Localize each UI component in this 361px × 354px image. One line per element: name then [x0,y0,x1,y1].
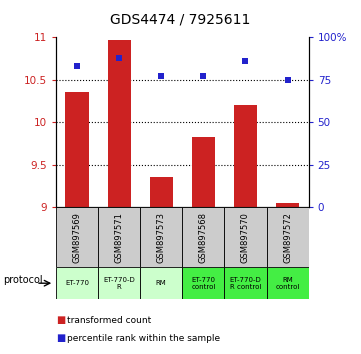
Text: RM
control: RM control [275,277,300,290]
Bar [225,267,266,299]
Text: transformed count: transformed count [67,316,151,325]
Point [200,73,206,79]
Text: ■: ■ [56,333,65,343]
Bar [182,267,225,299]
Text: ET-770
control: ET-770 control [191,277,216,290]
Bar [140,267,182,299]
Bar [266,207,309,267]
Bar [108,40,131,207]
Bar [225,207,266,267]
Text: ET-770-D
R: ET-770-D R [103,277,135,290]
Text: RM: RM [156,280,167,286]
Point [285,77,291,82]
Text: GSM897571: GSM897571 [115,212,123,263]
Bar [276,203,299,207]
Bar [182,207,225,267]
Text: GSM897568: GSM897568 [199,212,208,263]
Text: GSM897569: GSM897569 [73,212,82,263]
Point [243,58,248,64]
Bar [234,105,257,207]
Bar [98,207,140,267]
Text: ■: ■ [56,315,65,325]
Bar [266,267,309,299]
Point [158,73,164,79]
Text: percentile rank within the sample: percentile rank within the sample [67,333,220,343]
Text: ET-770: ET-770 [65,280,89,286]
Bar [192,137,215,207]
Text: GSM897573: GSM897573 [157,212,166,263]
Point [116,55,122,61]
Text: GSM897572: GSM897572 [283,212,292,263]
Text: ET-770-D
R control: ET-770-D R control [230,277,261,290]
Point [74,63,80,69]
Bar [56,267,98,299]
Text: protocol: protocol [4,275,43,285]
Bar [140,207,182,267]
Text: GDS4474 / 7925611: GDS4474 / 7925611 [110,12,251,27]
Bar [56,207,98,267]
Text: GSM897570: GSM897570 [241,212,250,263]
Bar [98,267,140,299]
Bar [65,92,88,207]
Bar [150,177,173,207]
